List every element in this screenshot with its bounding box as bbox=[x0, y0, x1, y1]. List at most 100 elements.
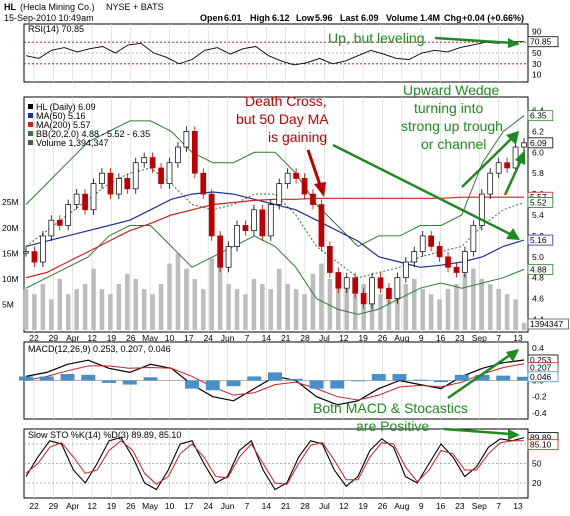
header-symbol: HL bbox=[4, 2, 16, 12]
candle-body bbox=[284, 172, 291, 184]
volume-bar bbox=[285, 284, 290, 330]
macd-histogram-bar bbox=[475, 374, 490, 381]
volume-bar bbox=[108, 294, 113, 330]
volume-tick-label: 20M bbox=[2, 223, 19, 233]
annotation-wedge-arrowhead-ma bbox=[506, 228, 520, 240]
sto-tick-label: 50 bbox=[532, 459, 542, 469]
candle-body bbox=[191, 131, 198, 174]
x-tick-label-price: 22 bbox=[29, 333, 39, 343]
header-open: 6.01 bbox=[224, 13, 242, 23]
macd-histogram-bar bbox=[309, 380, 324, 389]
x-tick-label-price: 17 bbox=[184, 333, 194, 343]
sto-value-tag-box bbox=[527, 439, 559, 451]
macd-histogram-bar bbox=[60, 374, 75, 381]
volume-bar bbox=[74, 289, 79, 330]
x-tick-label-price: 23 bbox=[455, 333, 465, 343]
volume-bar bbox=[319, 263, 324, 330]
x-tick-label-price: Apr bbox=[66, 333, 79, 343]
price-value-tag-box bbox=[527, 197, 554, 208]
volume-tick-label: 5M bbox=[2, 299, 14, 309]
x-tick-label-bottom: 13 bbox=[513, 501, 523, 511]
volume-bar bbox=[327, 278, 333, 330]
x-tick-label-bottom: 16 bbox=[436, 501, 446, 511]
volume-bar bbox=[437, 299, 442, 330]
candle-body bbox=[470, 225, 477, 252]
legend-entry: MA(200) 5.57 bbox=[36, 120, 91, 130]
volume-bar bbox=[82, 284, 88, 330]
annotation-macd-sto-line2: are Positive bbox=[356, 418, 429, 434]
volume-bar bbox=[462, 273, 468, 330]
x-tick-label-bottom: 22 bbox=[29, 501, 39, 511]
x-tick-label-bottom: 7 bbox=[496, 501, 501, 511]
rsi-label: RSI(14) 70.85 bbox=[28, 24, 84, 34]
annotation-wedge-arrow-ma bbox=[332, 143, 511, 236]
macd-tick-label: 0.4 bbox=[532, 343, 544, 353]
candle-body bbox=[217, 235, 223, 268]
volume-bar bbox=[487, 284, 493, 330]
header-date: 15-Sep-2010 10:49am bbox=[4, 13, 94, 23]
candle-body bbox=[512, 146, 519, 169]
volume-bar bbox=[513, 299, 518, 330]
legend-swatch bbox=[28, 104, 33, 109]
volume-tick-label: 15M bbox=[2, 248, 19, 258]
x-tick-label-price: 29 bbox=[49, 333, 59, 343]
header-high-label: High bbox=[250, 13, 270, 23]
annotation-macd-sto: Both MACD & Stocastics are Positive bbox=[313, 349, 520, 440]
price-tick-label: 5.4 bbox=[532, 210, 544, 220]
volume-bar bbox=[23, 289, 29, 330]
x-tick-label-price: Jul bbox=[319, 333, 330, 343]
volume-bar bbox=[209, 258, 214, 330]
macd-signal-line bbox=[25, 363, 525, 401]
x-tick-label-bottom: 29 bbox=[49, 501, 59, 511]
annotation-wedge-arrowhead-upper bbox=[506, 131, 519, 145]
header-last-label: Last bbox=[340, 13, 359, 23]
candle-body bbox=[335, 272, 342, 289]
x-tick-label-bottom: 17 bbox=[184, 501, 194, 511]
candle-body bbox=[428, 235, 435, 247]
annotation-rsi-arrowhead bbox=[508, 38, 520, 48]
macd-histogram-bar bbox=[226, 380, 241, 387]
candle-body bbox=[251, 209, 257, 232]
x-tick-label-bottom: 7 bbox=[245, 501, 250, 511]
candle-body bbox=[208, 193, 215, 237]
price-value-tag: 5.52 bbox=[530, 197, 547, 207]
volume-bar bbox=[184, 268, 189, 330]
candle-body bbox=[411, 251, 418, 263]
annotation-wedge-line2: turning into bbox=[414, 100, 483, 116]
x-tick-label-bottom: 24 bbox=[204, 501, 214, 511]
price-value-tag: 6.35 bbox=[530, 111, 547, 121]
x-tick-label-bottom: 19 bbox=[358, 501, 368, 511]
x-tick-label-price: 10 bbox=[165, 333, 175, 343]
candle-body bbox=[453, 266, 460, 273]
macd-histogram-bar bbox=[19, 376, 33, 381]
price-value-tag: 4.88 bbox=[530, 264, 547, 274]
x-tick-label-bottom: Apr bbox=[66, 501, 79, 511]
bollinger-lower-line bbox=[25, 225, 525, 315]
price-value-tag-box bbox=[527, 234, 554, 246]
macd-value-tag: 0.046 bbox=[530, 372, 552, 382]
rsi-value-tag-box bbox=[527, 36, 559, 48]
annotation-wedge-trend-lower bbox=[503, 159, 523, 196]
rsi-tick-label: 50 bbox=[532, 48, 542, 58]
candle-body bbox=[394, 277, 401, 299]
candle-body bbox=[495, 162, 502, 174]
sto-value-tag: 89.89 bbox=[530, 433, 552, 443]
candle-body bbox=[175, 146, 181, 164]
header-open-label: Open bbox=[200, 13, 223, 23]
x-tick-label-bottom: 19 bbox=[107, 501, 117, 511]
candle-body bbox=[124, 178, 131, 190]
volume-bar bbox=[175, 253, 181, 330]
header-last: 6.09 bbox=[361, 13, 379, 23]
candle-body bbox=[23, 251, 29, 254]
x-tick-label-bottom: Aug bbox=[394, 501, 409, 511]
volume-bar bbox=[403, 284, 409, 330]
volume-bar bbox=[310, 273, 316, 330]
price-tick-label: 5.0 bbox=[532, 252, 544, 262]
candle-body bbox=[369, 277, 375, 305]
candle-body bbox=[276, 183, 283, 205]
candle-body bbox=[132, 162, 139, 190]
rsi-value-tag: 70.85 bbox=[530, 37, 552, 47]
sto-k-line bbox=[25, 436, 525, 491]
macd-histogram-bar bbox=[268, 372, 282, 381]
x-tick-label-bottom: 12 bbox=[339, 501, 349, 511]
